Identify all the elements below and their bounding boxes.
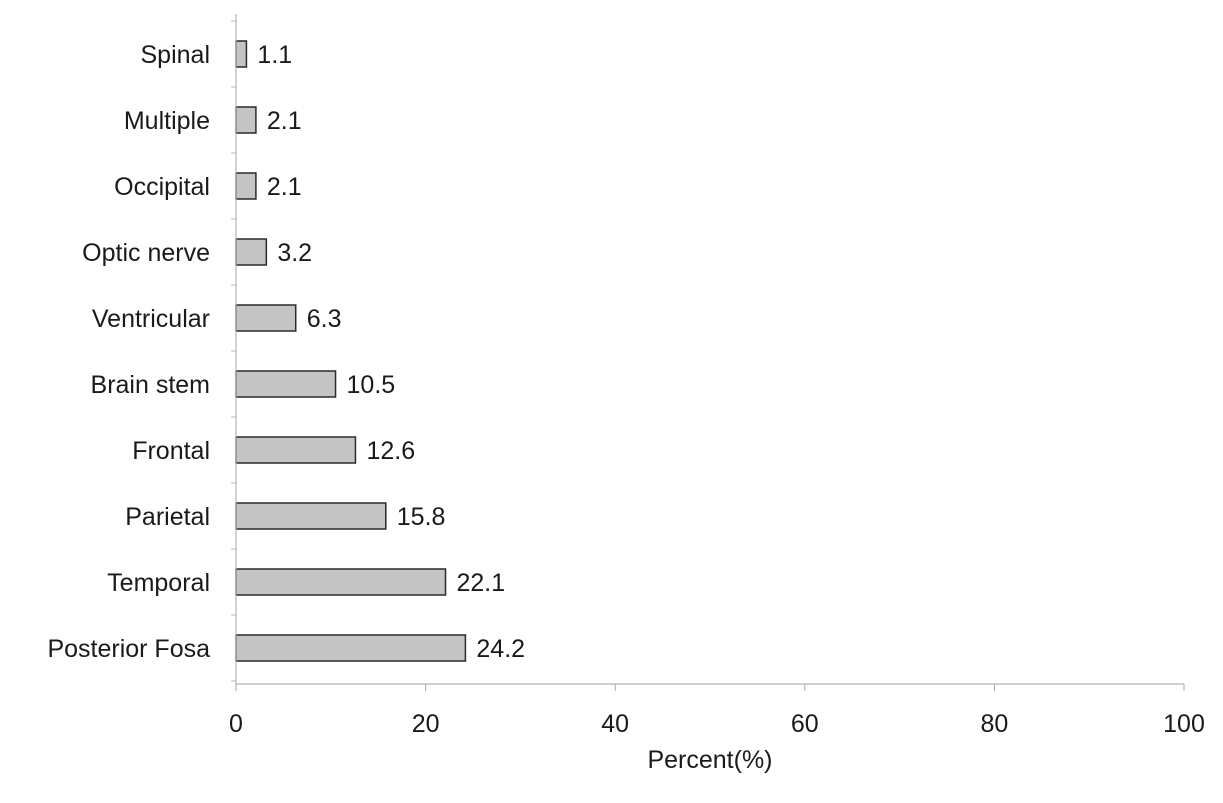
bar-occipital xyxy=(235,172,257,200)
category-label: Multiple xyxy=(124,107,210,135)
data-label: 10.5 xyxy=(347,371,396,399)
category-label: Parietal xyxy=(125,503,210,531)
data-label: 2.1 xyxy=(267,173,302,201)
bar-temporal xyxy=(235,568,447,596)
data-label: 2.1 xyxy=(267,107,302,135)
data-label: 3.2 xyxy=(277,239,312,267)
data-label: 12.6 xyxy=(366,437,415,465)
category-label: Occipital xyxy=(114,173,210,201)
x-tick-label: 40 xyxy=(601,710,629,738)
bar-spinal xyxy=(235,40,248,68)
data-label: 24.2 xyxy=(476,635,525,663)
category-label: Spinal xyxy=(141,41,211,69)
category-label: Posterior Fosa xyxy=(47,635,210,663)
x-axis-title: Percent(%) xyxy=(647,746,772,774)
bar-frontal xyxy=(235,436,357,464)
data-label: 6.3 xyxy=(307,305,342,333)
category-label: Brain stem xyxy=(91,371,210,399)
x-tick-label: 20 xyxy=(412,710,440,738)
axis-layer xyxy=(231,14,1185,691)
data-label: 22.1 xyxy=(457,569,506,597)
bar-optic-nerve xyxy=(235,238,268,266)
labels-layer: 0 20 40 60 80 100 Spinal 1.1 Multiple 2.1 Occipita… xyxy=(47,41,1204,738)
bar-brain-stem xyxy=(235,370,337,398)
category-label: Ventricular xyxy=(92,305,210,333)
bars-layer xyxy=(235,40,467,662)
bar-ventricular xyxy=(235,304,297,332)
data-label: 15.8 xyxy=(397,503,446,531)
bar-posterior-fosa xyxy=(235,634,467,662)
bar-multiple xyxy=(235,106,257,134)
x-tick-label: 100 xyxy=(1163,710,1205,738)
x-tick-label: 60 xyxy=(791,710,819,738)
category-label: Temporal xyxy=(107,569,210,597)
x-tick-label: 0 xyxy=(229,710,243,738)
category-label: Frontal xyxy=(132,437,210,465)
category-label: Optic nerve xyxy=(82,239,210,267)
bar-parietal xyxy=(235,502,387,530)
x-tick-label: 80 xyxy=(980,710,1008,738)
data-label: 1.1 xyxy=(257,41,292,69)
